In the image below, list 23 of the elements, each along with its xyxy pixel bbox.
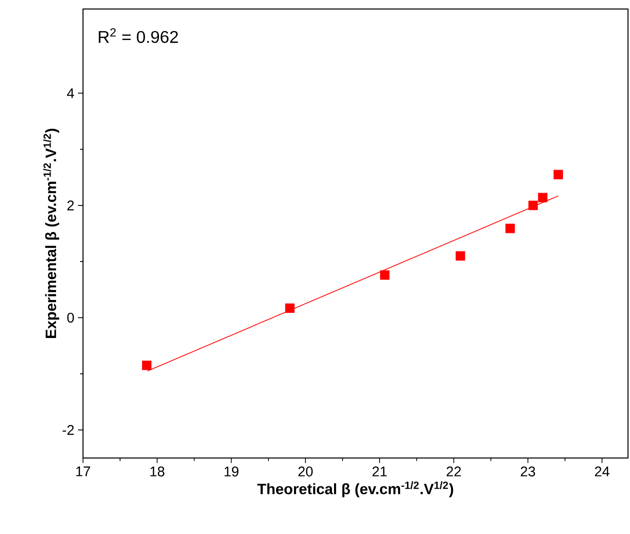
y-axis-title: Experimental β (ev.cm$^{-1/2}$.V$^{1/2}$)	[43, 128, 60, 338]
y-tick-label: 0	[67, 312, 74, 323]
y-tick-label: 2	[67, 200, 74, 210]
point	[142, 360, 152, 370]
x-tick-label: 17	[76, 466, 90, 476]
y-tick-label: 4	[67, 88, 74, 98]
x-axis-title: Theoretical β (ev.cm$^{-1/2}$.V$^{1/2}$)	[257, 481, 454, 498]
x-tick-label: 18	[150, 466, 164, 476]
y-tick-label: -2	[62, 425, 74, 435]
point	[538, 192, 548, 202]
x-tick-label: 24	[594, 466, 610, 476]
x-tick-label: 19	[224, 466, 238, 476]
annotation: R$^{2}$ = 0.962	[98, 28, 178, 43]
point	[285, 303, 295, 313]
x-tick-label: 23	[520, 466, 536, 476]
point	[380, 270, 390, 280]
point	[505, 224, 515, 234]
x-tick-label: 21	[372, 466, 387, 476]
x-tick-label: 22	[446, 466, 461, 476]
x-tick-label: 20	[298, 466, 313, 476]
point	[528, 200, 538, 210]
point	[456, 251, 466, 261]
point	[554, 170, 564, 180]
